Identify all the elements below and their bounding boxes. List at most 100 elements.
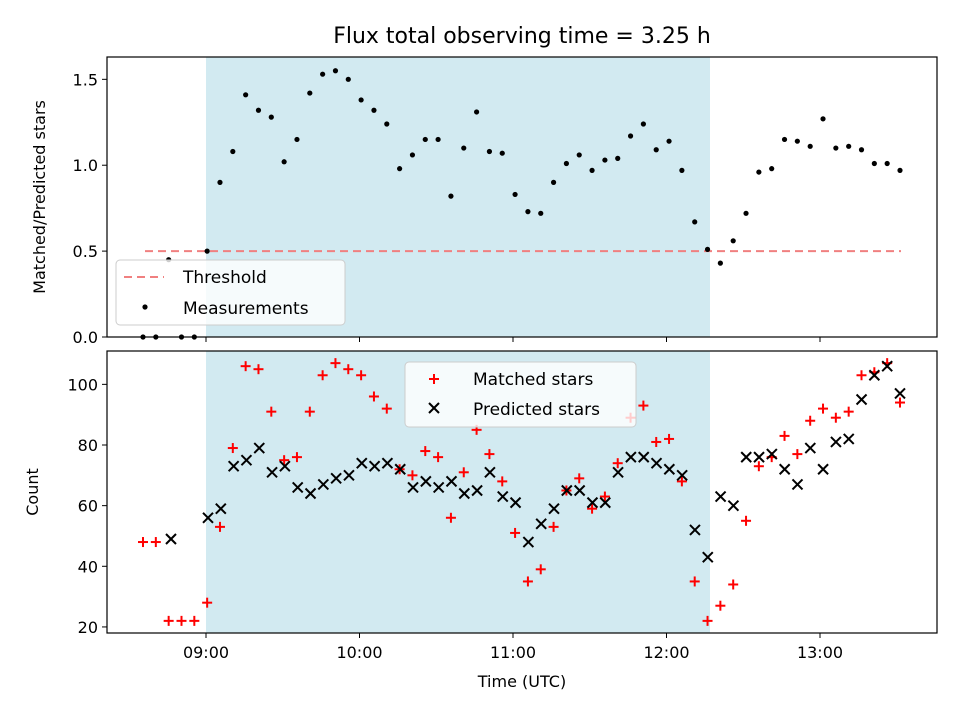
data-point [330,358,341,369]
data-point [807,143,813,149]
data-point [486,148,493,155]
data-point [445,512,456,523]
x-tick-label: 12:00 [643,643,689,662]
y-tick-label: 1.0 [73,156,98,175]
legend-box [404,361,637,428]
data-point [714,490,727,503]
data-point [833,145,839,151]
y-axis-label: Count [23,468,42,516]
data-point [253,442,265,454]
y-tick-label: 0.0 [73,328,98,347]
data-point [240,454,253,466]
data-point [266,406,277,417]
data-point [548,521,559,532]
data-point [435,136,441,143]
data-point [805,415,816,426]
data-point [266,466,278,478]
data-point [343,469,355,482]
data-point [868,369,881,381]
data-point [461,145,467,151]
data-point [509,496,522,509]
data-point [358,97,364,103]
legend-measurements-label: Measurements [183,299,309,319]
x-tick-label: 11:00 [490,643,536,662]
data-point [830,412,841,423]
data-point [753,451,765,463]
legend-matched-label: Matched stars [473,370,593,390]
data-point [650,457,663,469]
data-point [381,403,392,414]
data-point [728,579,739,590]
data-point [420,446,431,457]
data-point [855,393,868,406]
data-point [702,551,714,563]
data-point [856,370,867,381]
series-predicted-stars [165,360,906,563]
data-point [871,160,877,167]
plot-frame [106,350,938,634]
data-point [651,436,662,447]
data-point [897,167,903,173]
data-point [586,496,599,509]
data-point [881,360,893,372]
data-point [615,155,621,161]
data-point [791,478,804,491]
data-point [165,533,177,545]
data-point [599,496,611,509]
data-point [176,615,187,626]
data-point [666,138,672,144]
data-point [625,451,637,463]
data-point [715,600,726,611]
data-point [574,473,585,484]
data-point [230,148,236,155]
data-point [279,455,290,466]
x-tick-label: 13:00 [797,643,843,662]
data-point [394,463,406,475]
data-point [512,191,518,198]
y-tick-label: 40 [78,557,98,576]
data-point [612,466,624,478]
data-point [587,503,598,514]
x-tick-label: 10:00 [336,643,382,662]
data-point [535,564,546,575]
y-tick-label: 100 [67,375,98,394]
panel-bottom-counts: 20 40 60 80 100 09:00 10:00 11:00 12:00 13:00 Coun… [23,350,938,691]
data-point [420,475,432,488]
data-point [332,68,339,74]
data-point [255,107,262,113]
data-point [304,406,315,417]
data-point [473,109,480,115]
data-point [371,107,377,113]
data-point [384,121,390,127]
data-point [279,460,291,472]
data-point [637,451,650,463]
data-point [561,484,573,497]
data-point [563,160,570,167]
data-point [663,463,676,475]
data-point [589,167,595,173]
legend-threshold-label: Threshold [182,268,267,288]
data-point [576,152,582,158]
data-point [368,460,381,472]
data-point [676,469,688,482]
data-point [753,461,764,472]
data-point [884,160,890,167]
data-point [778,463,791,475]
data-point [484,449,495,460]
data-point [253,364,264,375]
legend-matched-swatch [429,374,439,384]
data-point [433,452,444,463]
data-point [304,487,317,500]
series-measurements [140,68,903,340]
data-point [320,71,326,77]
data-point [895,397,905,408]
data-point [627,133,634,139]
data-point [599,491,610,502]
data-point [163,615,174,626]
data-point [268,114,274,120]
panel-top-ratio: 0.0 0.5 1.0 1.5 Matched/Predicted stars Thres… [30,56,938,347]
data-point [356,457,368,469]
data-point [356,370,367,381]
data-point [717,260,723,266]
